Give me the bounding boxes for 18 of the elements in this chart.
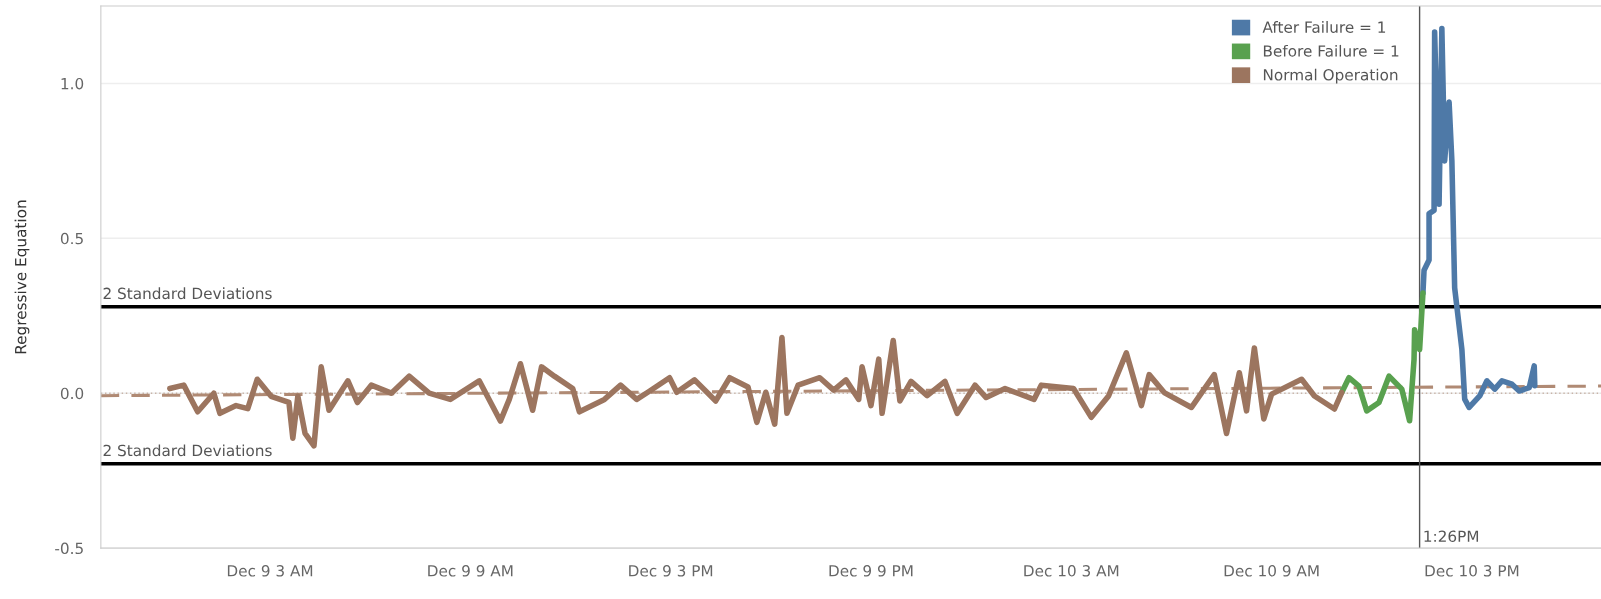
ref-line-label: 2 Standard Deviations xyxy=(103,287,272,300)
x-tick-label: Dec 10 3 PM xyxy=(1425,565,1519,577)
x-tick-label: Dec 9 9 PM xyxy=(829,565,913,577)
ref-line-label: 2 Standard Deviations xyxy=(103,444,272,457)
legend-label: Normal Operation xyxy=(1263,68,1398,84)
legend-label: Before Failure = 1 xyxy=(1263,44,1399,57)
x-tick-label: Dec 10 9 AM xyxy=(1224,565,1319,577)
ref-line-label: 1:26PM xyxy=(1424,530,1479,543)
y-tick-label: 1.0 xyxy=(61,77,84,90)
x-tick-label: Dec 9 9 AM xyxy=(428,565,513,577)
x-tick-label: Dec 9 3 AM xyxy=(227,565,313,577)
y-tick-label: 0.0 xyxy=(60,387,84,400)
y-tick-label: 0.5 xyxy=(60,232,83,245)
x-tick-label: Dec 10 3 AM xyxy=(1024,565,1119,577)
legend-label: After Failure = 1 xyxy=(1262,21,1386,33)
x-tick-label: Dec 9 3 PM xyxy=(629,565,713,577)
y-tick-label: -0.5 xyxy=(55,542,83,555)
y-axis-title: Regressive Equation xyxy=(14,200,30,354)
